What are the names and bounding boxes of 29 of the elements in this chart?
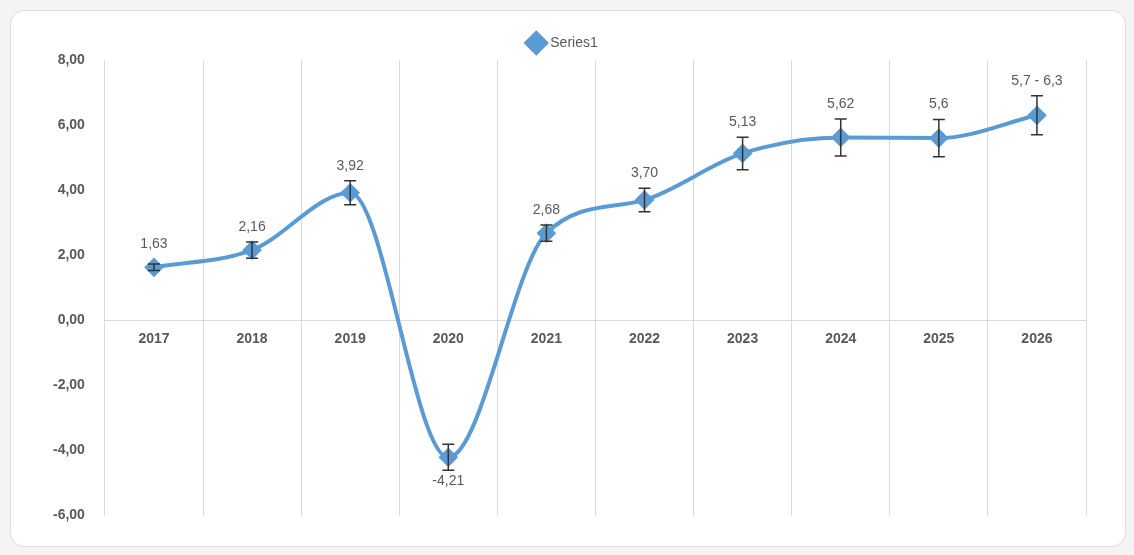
y-tick-label: 4,00: [57, 181, 86, 198]
data-label: 5,62: [827, 94, 855, 111]
y-tick-label: -6,00: [52, 506, 86, 523]
x-tick-label: 2025: [923, 329, 955, 346]
data-label: 5,6: [929, 95, 949, 112]
legend-label: Series1: [550, 33, 598, 50]
data-label: 1,63: [140, 235, 168, 252]
x-tick-label: 2026: [1021, 329, 1053, 346]
data-label: 2,68: [532, 200, 561, 217]
x-tick-label: 2023: [727, 329, 759, 346]
data-label: 2,16: [238, 217, 266, 234]
y-tick-label: -4,00: [52, 441, 86, 458]
data-label: 5,13: [728, 112, 757, 129]
y-tick-label: 8,00: [57, 50, 86, 67]
x-tick-label: 2019: [334, 329, 366, 346]
y-tick-label: 2,00: [57, 246, 86, 263]
annotation: 5,7 - 6,3: [1011, 71, 1063, 88]
x-tick-label: 2021: [530, 329, 563, 346]
x-tick-label: 2024: [825, 329, 857, 346]
x-tick-label: 2022: [628, 329, 661, 346]
x-tick-label: 2018: [236, 329, 268, 346]
data-label: -4,21: [432, 472, 465, 489]
y-tick-label: -2,00: [52, 376, 86, 393]
y-tick-label: 6,00: [57, 115, 86, 132]
data-label: 3,92: [336, 156, 365, 173]
x-tick-label: 2017: [138, 329, 170, 346]
y-tick-label: 0,00: [57, 311, 86, 328]
data-label: 3,70: [630, 164, 659, 181]
x-tick-label: 2020: [432, 329, 465, 346]
